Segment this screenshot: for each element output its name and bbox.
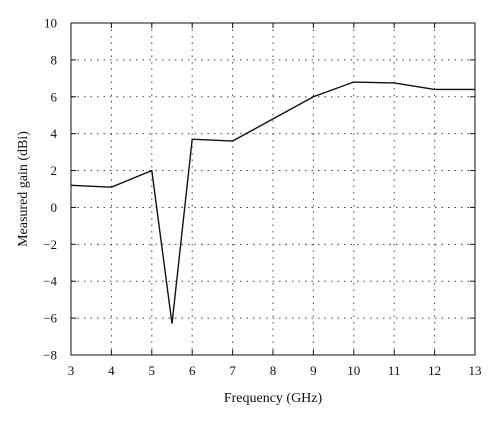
x-tick-label-0: 3 (68, 363, 75, 378)
y-tick-label-0: −8 (43, 348, 57, 363)
grid-layer (71, 23, 475, 355)
tick-layer (70, 22, 476, 356)
y-tick-label-1: −6 (43, 311, 57, 326)
x-tick-label-9: 12 (428, 363, 441, 378)
y-tick-label-3: −2 (43, 237, 57, 252)
y-axis-label: Measured gain (dBi) (16, 131, 31, 247)
x-axis-label: Frequency (GHz) (224, 391, 323, 406)
y-tick-label-5: 2 (51, 163, 58, 178)
y-tick-label-2: −4 (43, 274, 57, 289)
x-tick-label-1: 4 (108, 363, 115, 378)
x-tick-label-3: 6 (189, 363, 196, 378)
y-tick-label-7: 6 (51, 89, 58, 104)
y-tick-label-6: 4 (51, 126, 58, 141)
y-tick-label-9: 10 (44, 16, 57, 31)
y-tick-label-8: 8 (51, 52, 58, 67)
x-tick-label-4: 7 (229, 363, 236, 378)
y-tick-label-4: 0 (51, 200, 58, 215)
x-tick-label-8: 11 (388, 363, 401, 378)
y-tick-labels: −8 −6 −4 −2 0 2 4 6 8 10 (43, 16, 57, 363)
x-tick-label-2: 5 (149, 363, 156, 378)
series-layer (70, 81, 475, 324)
x-tick-label-6: 9 (310, 363, 317, 378)
x-tick-label-7: 10 (347, 363, 360, 378)
x-tick-label-5: 8 (270, 363, 277, 378)
series-line-0 (70, 81, 475, 324)
x-tick-labels: 3 4 5 6 7 8 9 10 11 12 13 (68, 363, 482, 378)
plot-frame (70, 22, 476, 356)
x-tick-label-10: 13 (469, 363, 482, 378)
